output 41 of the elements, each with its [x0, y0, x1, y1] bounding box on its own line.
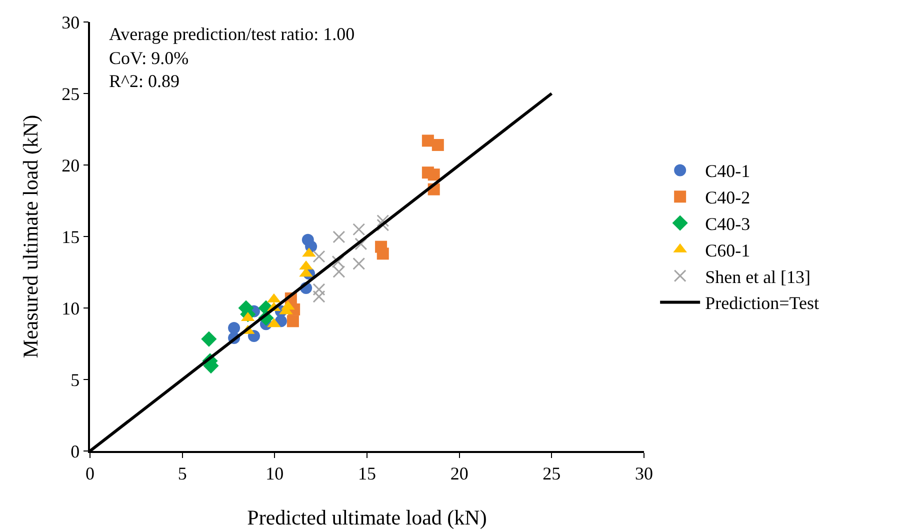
x-tick-label: 10: [266, 463, 284, 484]
annotation: CoV: 9.0%: [109, 48, 189, 68]
legend-label: Shen et al [13]: [705, 266, 811, 287]
legend-label: Prediction=Test: [705, 293, 819, 314]
point: [332, 265, 346, 278]
y-tick-label: 15: [62, 226, 80, 247]
point: [286, 315, 299, 328]
point: [432, 138, 444, 151]
y-tick-label: 30: [62, 12, 80, 32]
x-tick-label: 0: [86, 463, 94, 484]
legend-label: C40-2: [705, 188, 750, 208]
point: [352, 257, 366, 270]
x-tick-label: 15: [358, 463, 376, 484]
legend-label: C60-1: [705, 240, 750, 260]
x-axis-title: Predicted ultimate load (kN): [247, 506, 487, 530]
annotation: Average prediction/test ratio: 1.00: [109, 24, 355, 44]
point: [201, 331, 217, 347]
point: [332, 230, 346, 244]
x-tick-label: 5: [178, 463, 187, 484]
x-tick-label: 25: [542, 463, 561, 484]
point: [354, 238, 368, 250]
y-tick-label: 0: [70, 441, 80, 462]
point: [312, 250, 326, 263]
y-tick-label: 5: [70, 370, 80, 390]
point: [428, 168, 440, 181]
legend-label: C40-1: [705, 161, 750, 182]
y-tick-label: 25: [62, 84, 80, 104]
point: [332, 255, 344, 268]
annotation: R^2: 0.89: [109, 71, 180, 91]
legend-label: C40-3: [705, 214, 750, 234]
point: [312, 290, 326, 303]
y-tick-label: 20: [62, 155, 80, 176]
x-tick-label: 30: [635, 463, 653, 484]
point: [376, 214, 390, 228]
point: [352, 223, 366, 236]
y-axis-title: Measured ultimate load (kN): [18, 114, 42, 358]
point: [376, 248, 389, 260]
y-tick-label: 10: [62, 298, 80, 318]
point: [312, 283, 326, 296]
point: [228, 322, 240, 334]
x-tick-label: 20: [450, 463, 468, 484]
